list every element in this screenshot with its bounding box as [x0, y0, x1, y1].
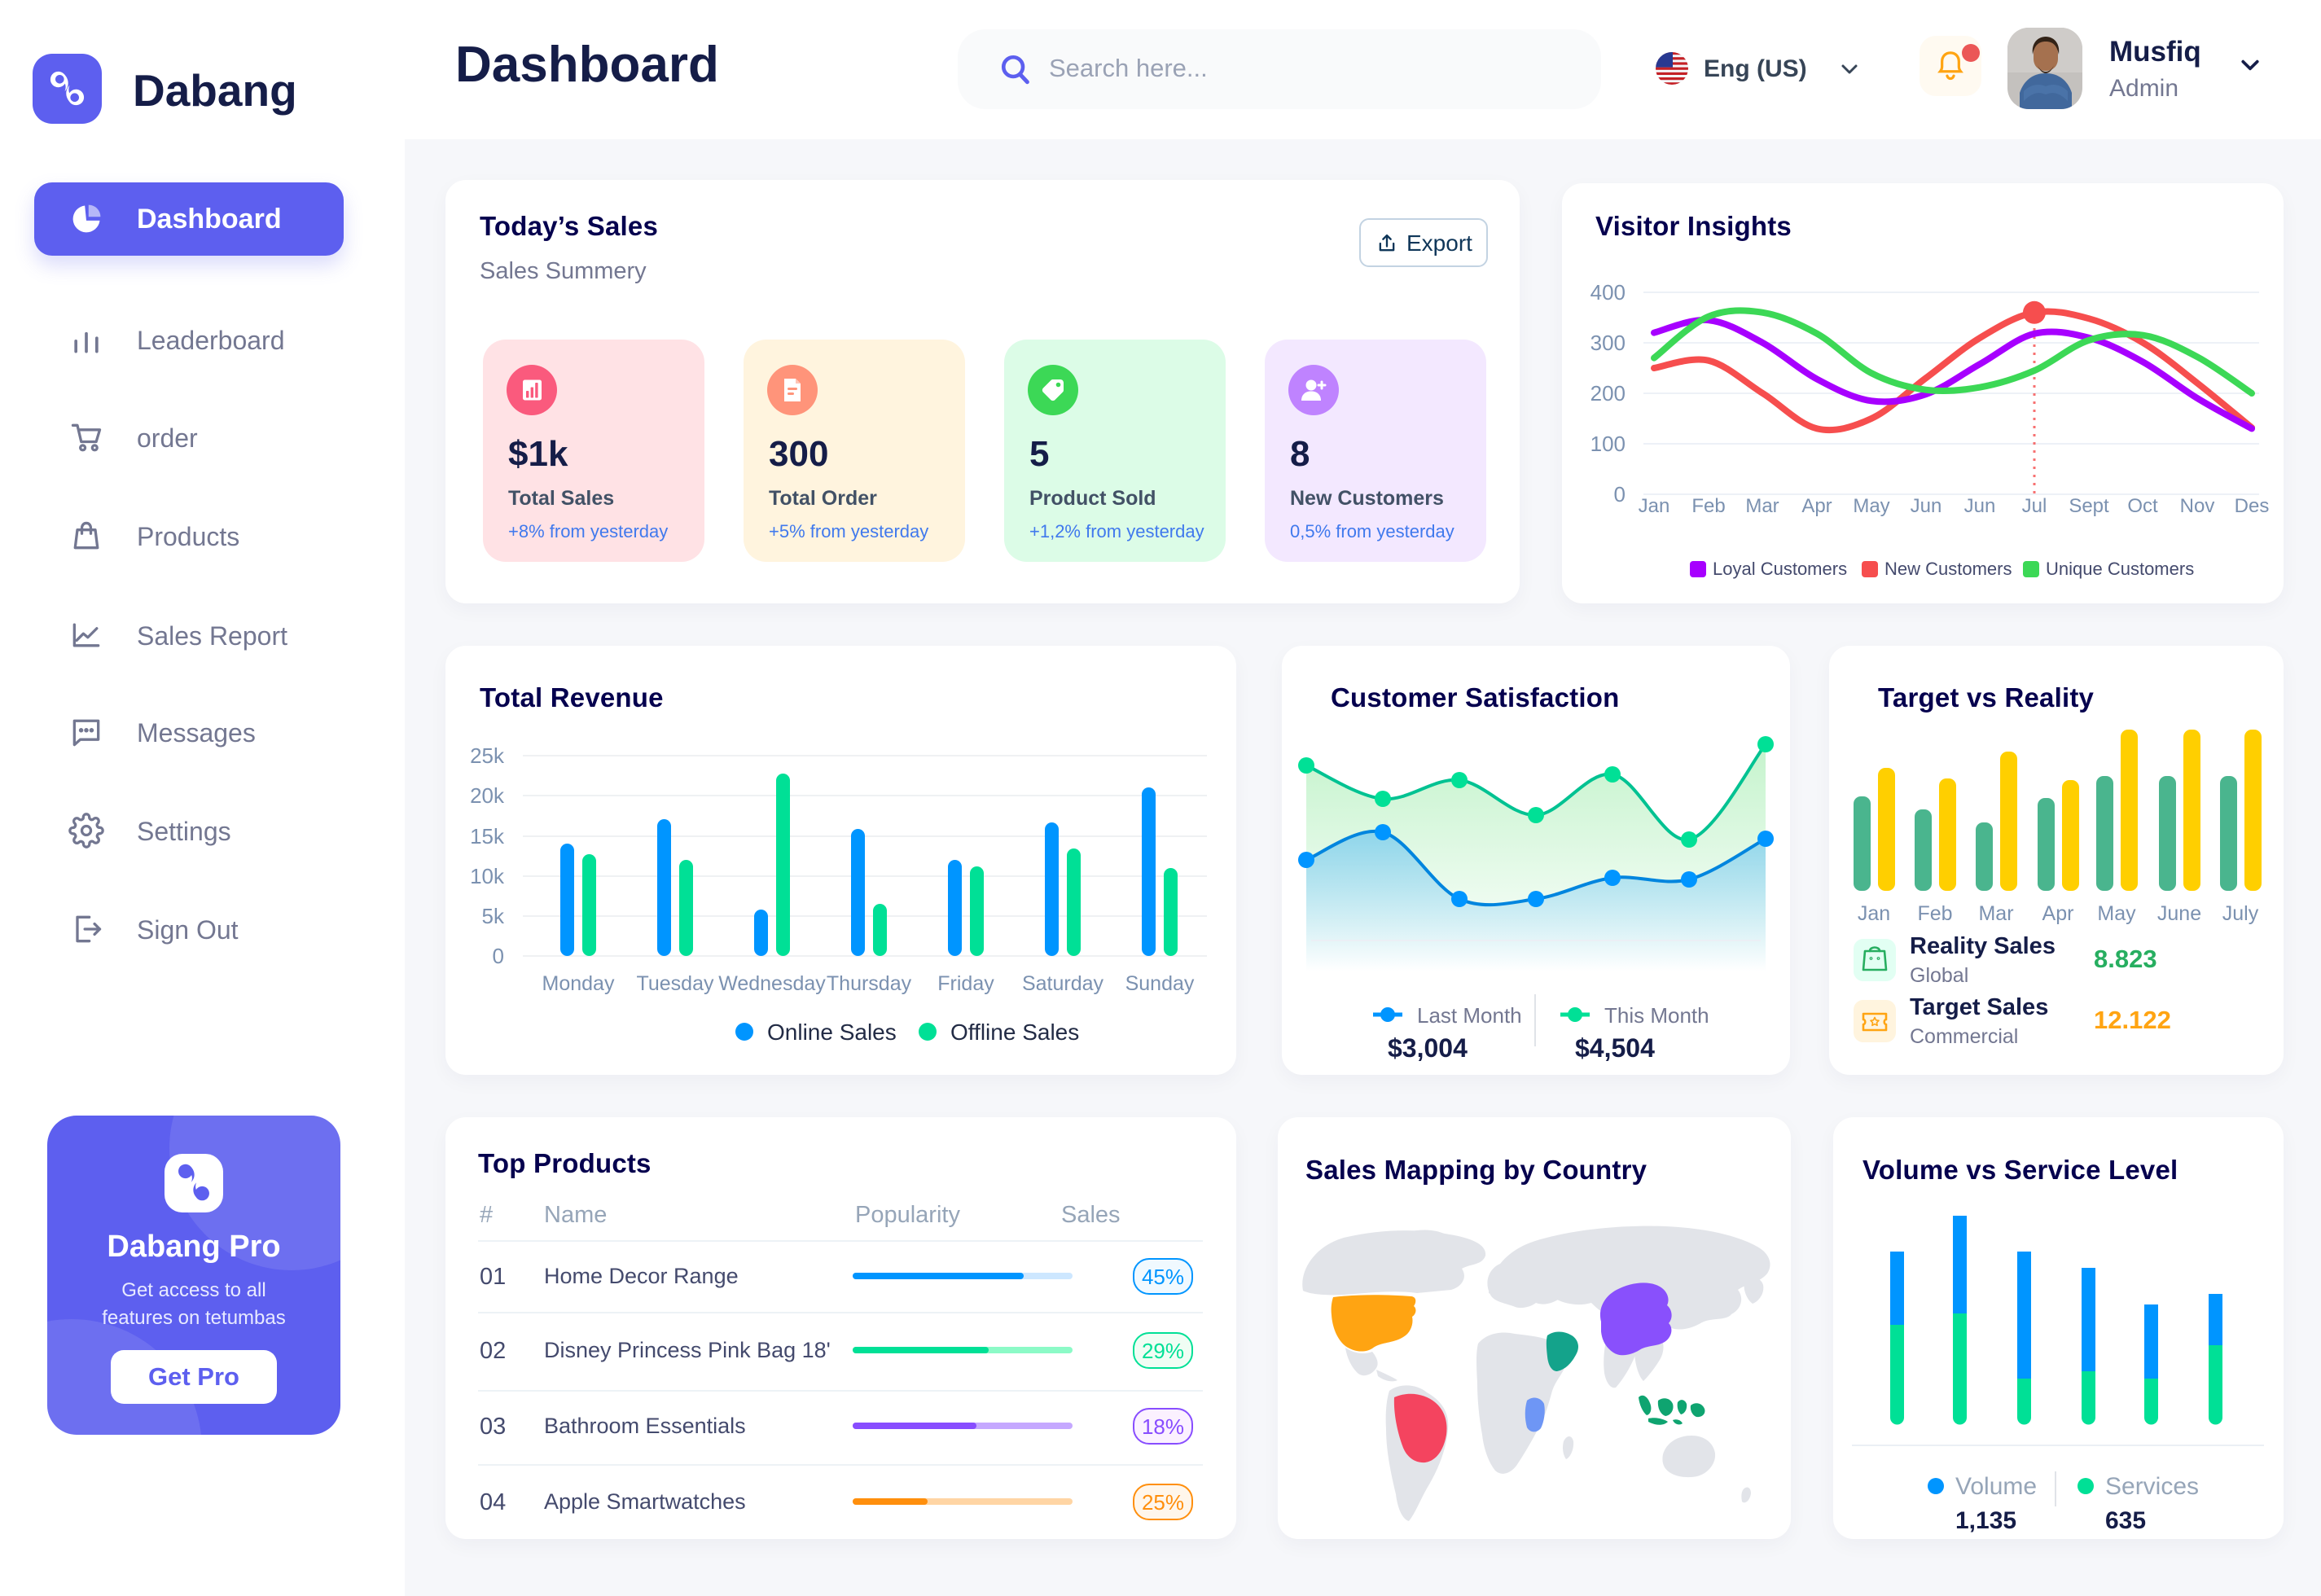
svg-text:May: May: [2097, 902, 2136, 925]
svg-text:Commercial: Commercial: [1910, 1025, 2018, 1048]
svg-text:Jan: Jan: [1639, 495, 1670, 517]
svg-text:Target Sales: Target Sales: [1910, 994, 2048, 1020]
svg-text:200: 200: [1590, 381, 1626, 406]
svg-text:Apr: Apr: [2042, 902, 2074, 925]
svg-text:0: 0: [1614, 482, 1626, 506]
svg-text:20k: 20k: [470, 783, 505, 808]
svg-text:Jun: Jun: [1964, 495, 1996, 517]
svg-text:12.122: 12.122: [2094, 1006, 2171, 1034]
svg-text:Online Sales: Online Sales: [767, 1019, 897, 1045]
svg-text:635: 635: [2105, 1507, 2146, 1534]
svg-text:1,135: 1,135: [1955, 1507, 2016, 1534]
svg-text:This Month: This Month: [1604, 1003, 1709, 1028]
svg-text:Oct: Oct: [2127, 495, 2158, 517]
svg-text:Des: Des: [2235, 495, 2270, 517]
svg-text:Feb: Feb: [1917, 902, 1952, 925]
svg-text:July: July: [2222, 902, 2259, 925]
svg-text:0: 0: [493, 944, 504, 968]
svg-text:May: May: [1853, 495, 1889, 517]
svg-text:15k: 15k: [470, 824, 505, 848]
svg-text:Volume: Volume: [1955, 1473, 2037, 1500]
svg-text:Monday: Monday: [542, 972, 615, 995]
svg-text:10k: 10k: [470, 864, 505, 888]
svg-text:Tuesday: Tuesday: [637, 972, 714, 995]
svg-text:Saturday: Saturday: [1022, 972, 1104, 995]
svg-text:Loyal Customers: Loyal Customers: [1713, 559, 1847, 579]
svg-text:Global: Global: [1910, 964, 1968, 987]
svg-text:Wednesday: Wednesday: [718, 972, 826, 995]
svg-text:June: June: [2157, 902, 2201, 925]
svg-text:Sunday: Sunday: [1125, 972, 1195, 995]
svg-text:Mar: Mar: [1978, 902, 2013, 925]
svg-text:8.823: 8.823: [2094, 945, 2157, 973]
svg-text:Offline Sales: Offline Sales: [950, 1019, 1079, 1045]
svg-text:5k: 5k: [482, 904, 505, 928]
svg-text:Feb: Feb: [1691, 495, 1725, 517]
svg-text:100: 100: [1590, 432, 1626, 456]
svg-text:Sept: Sept: [2069, 495, 2109, 517]
svg-text:400: 400: [1590, 280, 1626, 305]
svg-text:Reality Sales: Reality Sales: [1910, 933, 2056, 959]
svg-text:Thursday: Thursday: [827, 972, 912, 995]
svg-text:Services: Services: [2105, 1473, 2199, 1500]
svg-text:$4,504: $4,504: [1575, 1033, 1655, 1063]
svg-text:Jul: Jul: [2022, 495, 2047, 517]
svg-text:300: 300: [1590, 331, 1626, 355]
svg-text:Last Month: Last Month: [1417, 1003, 1522, 1028]
svg-text:Mar: Mar: [1745, 495, 1779, 517]
svg-text:New Customers: New Customers: [1884, 559, 2012, 579]
svg-text:Jan: Jan: [1858, 902, 1890, 925]
svg-text:Jun: Jun: [1911, 495, 1942, 517]
svg-text:Friday: Friday: [937, 972, 994, 995]
svg-text:Apr: Apr: [1801, 495, 1832, 517]
svg-text:$3,004: $3,004: [1388, 1033, 1468, 1063]
svg-text:25k: 25k: [470, 743, 505, 768]
svg-text:Nov: Nov: [2180, 495, 2215, 517]
svg-text:Unique Customers: Unique Customers: [2046, 559, 2194, 579]
